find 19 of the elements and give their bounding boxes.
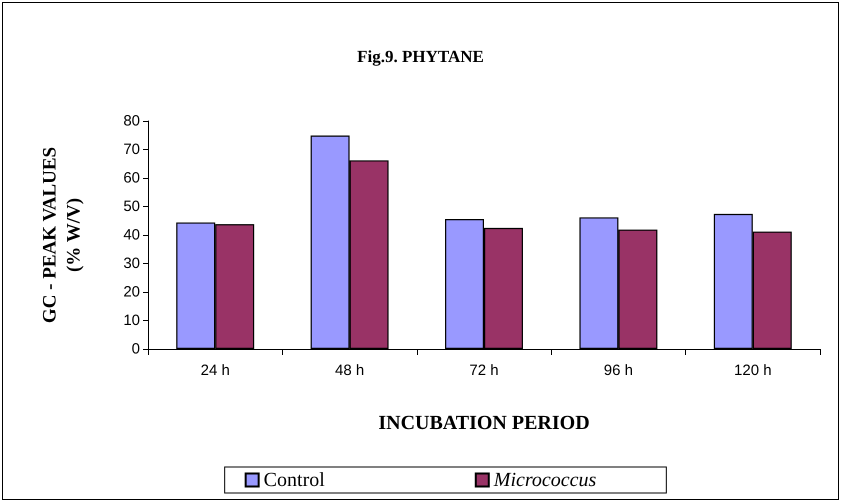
x-tick-label: 120 h [734,362,772,379]
x-tick-label: 24 h [200,362,230,379]
y-axis-title: GC - PEAK VALUES (% W/V) [40,146,84,324]
y-tick-label: 70 [123,141,140,158]
x-tick-label: 72 h [469,362,499,379]
y-tick-label: 40 [123,226,140,244]
x-tick-label: 96 h [604,362,633,379]
y-tick-label: 0 [132,340,140,358]
y-tick-label: 50 [123,198,140,215]
y-tick-label: 20 [123,284,140,300]
x-tick-label: 48 h [335,362,364,379]
y-tick-label: 30 [123,255,140,272]
y-tick-label: 10 [123,312,140,329]
y-tick-label: 80 [123,112,140,130]
y-tick-label: 60 [123,170,140,186]
chart-title: Fig.9. PHYTANE [357,47,484,66]
legend-label: Control [264,469,326,491]
legend-label: Micrococcus [492,469,597,491]
x-axis-title: INCUBATION PERIOD [378,412,590,434]
